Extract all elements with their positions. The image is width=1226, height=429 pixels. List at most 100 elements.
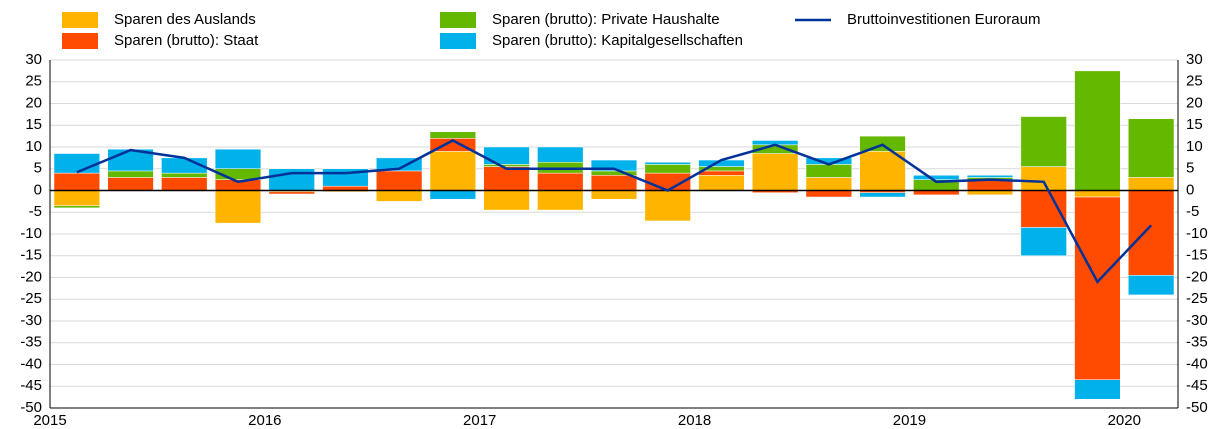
- bar-segment: [1128, 118, 1175, 178]
- legend-label: Sparen des Auslands: [114, 11, 256, 28]
- x-tick-label: 2015: [33, 412, 66, 429]
- y2-tick-label: 0: [1186, 181, 1194, 198]
- bar-segment: [537, 146, 584, 163]
- bar-segment: [268, 191, 315, 195]
- x-tick-label: 2017: [463, 412, 496, 429]
- bar-segment: [53, 190, 100, 206]
- bar-segment: [590, 190, 638, 200]
- bar-segment: [644, 161, 691, 165]
- legend-swatch: [440, 33, 476, 49]
- bar-segment: [698, 175, 745, 191]
- y-tick-label: -10: [20, 225, 42, 242]
- bar-segment: [429, 131, 476, 139]
- legend-swatch: [62, 33, 98, 49]
- x-tick-label: 2020: [1108, 412, 1141, 429]
- y-tick-label: 10: [25, 138, 42, 155]
- bar-segment: [376, 170, 423, 191]
- bar-segment: [805, 190, 852, 198]
- bar-segment: [1074, 70, 1121, 191]
- y-tick-label: -25: [20, 290, 42, 307]
- bar-segment: [805, 177, 852, 191]
- y2-tick-label: 10: [1186, 138, 1203, 155]
- legend-label: Sparen (brutto): Kapitalgesellschaften: [492, 32, 743, 49]
- y-tick-label: -35: [20, 334, 42, 351]
- bar-segment: [483, 164, 530, 167]
- bar-segment: [537, 190, 584, 211]
- bar-segment: [537, 172, 584, 191]
- legend-label: Sparen (brutto): Private Haushalte: [492, 11, 720, 28]
- y-tick-label: -45: [20, 377, 42, 394]
- bar-segment: [161, 172, 208, 178]
- y2-tick-label: -30: [1186, 312, 1208, 329]
- bar-segment: [483, 190, 530, 211]
- bar-segment: [376, 190, 423, 202]
- y-tick-label: -50: [20, 399, 42, 416]
- bar-segment: [429, 151, 476, 191]
- bar-segment: [1074, 190, 1121, 198]
- y-tick-label: 0: [34, 181, 42, 198]
- y2-tick-label: 20: [1186, 94, 1203, 111]
- y-tick-label: -5: [29, 203, 42, 220]
- y2-tick-label: -10: [1186, 225, 1208, 242]
- bar-segment: [1020, 227, 1067, 257]
- bar-segment: [107, 177, 154, 191]
- y2-tick-label: -35: [1186, 334, 1208, 351]
- bar-segment: [107, 170, 154, 178]
- legend-swatch: [440, 12, 476, 28]
- y2-tick-label: -25: [1186, 290, 1208, 307]
- y2-tick-label: 30: [1186, 51, 1203, 68]
- y2-tick-label: 25: [1186, 73, 1203, 90]
- y2-tick-label: 5: [1186, 160, 1194, 177]
- y-tick-label: 20: [25, 94, 42, 111]
- bar-segment: [644, 190, 691, 222]
- y2-tick-label: 15: [1186, 116, 1203, 133]
- bar-segment: [913, 175, 960, 180]
- bar-segment: [53, 172, 100, 191]
- bar-segment: [214, 148, 262, 170]
- bar-segment: [429, 190, 476, 200]
- bar-segment: [53, 205, 100, 209]
- y-tick-label: -40: [20, 355, 42, 372]
- y-tick-label: -15: [20, 247, 42, 264]
- x-tick-label: 2018: [678, 412, 711, 429]
- y-tick-label: -30: [20, 312, 42, 329]
- legend-label: Sparen (brutto): Staat: [114, 32, 259, 49]
- bar-segment: [1128, 177, 1175, 191]
- bar-segment: [1074, 196, 1121, 380]
- bar-segment: [590, 175, 638, 191]
- y-tick-label: -20: [20, 268, 42, 285]
- x-tick-label: 2016: [248, 412, 281, 429]
- y-tick-label: 30: [25, 51, 42, 68]
- bar-segment: [483, 146, 530, 165]
- bar-segment: [1074, 379, 1121, 400]
- legend-swatch: [62, 12, 98, 28]
- bar-segment: [752, 153, 799, 191]
- line-series: [76, 139, 1153, 284]
- bar-segment: [1128, 190, 1175, 276]
- bar-segment: [966, 175, 1014, 178]
- bar-segment: [805, 164, 852, 178]
- bar-segment: [590, 159, 638, 172]
- y2-tick-label: -50: [1186, 399, 1208, 416]
- bar-segment: [698, 170, 745, 176]
- bar-segment: [859, 192, 906, 198]
- y-tick-label: 5: [34, 160, 42, 177]
- y2-tick-label: -5: [1186, 203, 1199, 220]
- bar-segment: [53, 153, 100, 174]
- y-tick-label: 25: [25, 73, 42, 90]
- y2-tick-label: -45: [1186, 377, 1208, 394]
- legend-label: Bruttoinvestitionen Euroraum: [847, 11, 1040, 28]
- bar-segment: [1020, 116, 1067, 167]
- y2-tick-label: -40: [1186, 355, 1208, 372]
- y2-tick-label: -15: [1186, 247, 1208, 264]
- bar-segment: [1020, 166, 1067, 191]
- bar-segment: [214, 190, 262, 224]
- bar-segment: [644, 164, 691, 174]
- bar-segment: [376, 157, 423, 172]
- y2-tick-label: -20: [1186, 268, 1208, 285]
- bar-segment: [161, 177, 208, 191]
- y-tick-label: 15: [25, 116, 42, 133]
- x-tick-label: 2019: [893, 412, 926, 429]
- bar-segment: [1128, 275, 1175, 296]
